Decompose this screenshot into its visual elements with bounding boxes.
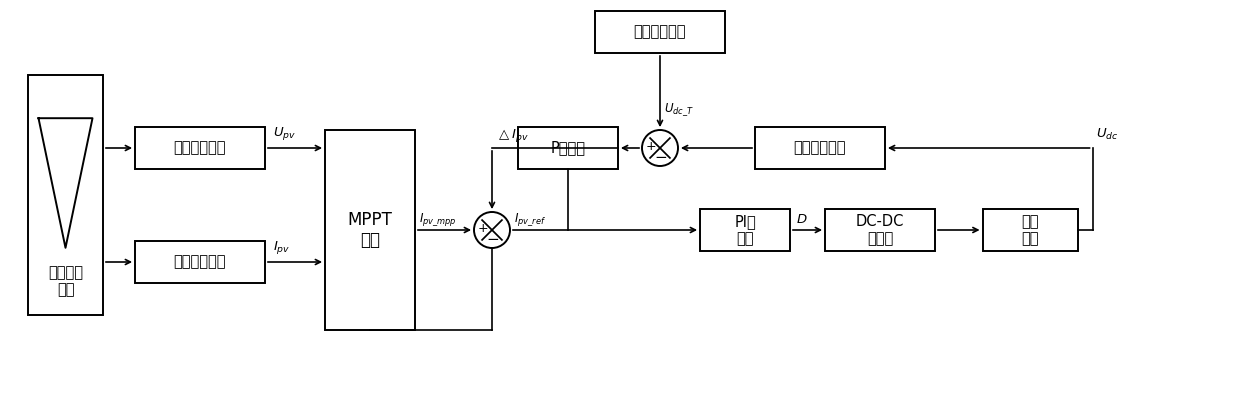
Text: 母线电压采样: 母线电压采样	[794, 141, 846, 156]
Bar	[982, 209, 1078, 251]
Text: −: −	[655, 150, 667, 166]
Bar	[325, 130, 415, 330]
Text: 母线电压上限: 母线电压上限	[634, 25, 686, 39]
Bar	[135, 127, 265, 169]
Bar	[701, 209, 790, 251]
Text: $D$: $D$	[796, 213, 807, 226]
Text: 光伏电流采样: 光伏电流采样	[174, 254, 226, 270]
Text: −: −	[486, 232, 500, 247]
Text: DC-DC
变换器: DC-DC 变换器	[856, 214, 904, 246]
Bar	[595, 11, 725, 53]
Text: $U_{dc\_T}$: $U_{dc\_T}$	[663, 101, 694, 118]
Bar	[135, 241, 265, 283]
Text: $U_{pv}$: $U_{pv}$	[273, 125, 296, 142]
Text: +: +	[646, 141, 656, 154]
Text: $I_{pv}$: $I_{pv}$	[273, 239, 290, 256]
Text: +: +	[477, 222, 489, 235]
Text: P调节器: P调节器	[551, 141, 585, 156]
Bar	[518, 127, 618, 169]
Bar	[755, 127, 885, 169]
Text: PI调
节器: PI调 节器	[734, 214, 756, 246]
Bar	[825, 209, 935, 251]
Bar	[29, 75, 103, 315]
Text: MPPT
算法: MPPT 算法	[347, 210, 392, 249]
Text: 太阳能电
池板: 太阳能电 池板	[48, 265, 83, 298]
Text: 光伏电压采样: 光伏电压采样	[174, 141, 226, 156]
Text: $I_{pv\_ref}$: $I_{pv\_ref}$	[515, 211, 546, 228]
Text: 直流
母线: 直流 母线	[1022, 214, 1039, 246]
Text: $\triangle I_{pv}$: $\triangle I_{pv}$	[496, 127, 528, 144]
Text: $U_{dc}$: $U_{dc}$	[1095, 127, 1118, 142]
Text: $I_{pv\_mpp}$: $I_{pv\_mpp}$	[419, 211, 456, 228]
